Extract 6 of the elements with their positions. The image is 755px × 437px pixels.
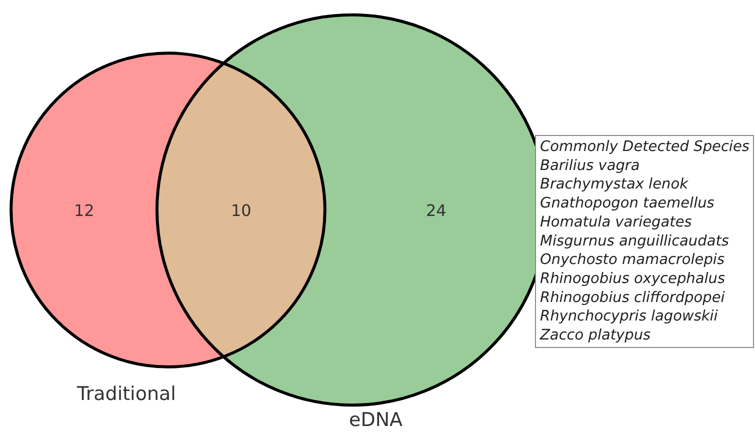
data-label: 12 bbox=[74, 201, 94, 220]
text: Commonly Detected Species Barilius vagra Brachymystax lenok Gnathopogon taemellus Homatula variegates Misgurnus anguillicaudats Onychosto mamacrolepis Rhinogobius oxycephalus Rhinogobius cliffordpopei Rhynchocypris lagowskii Zacco platypus bbox=[540, 139, 750, 344]
category-label: eDNA bbox=[349, 409, 403, 431]
data-label: 24 bbox=[426, 201, 446, 220]
category-label: Traditional bbox=[76, 383, 176, 405]
data-label: 10 bbox=[231, 201, 252, 220]
